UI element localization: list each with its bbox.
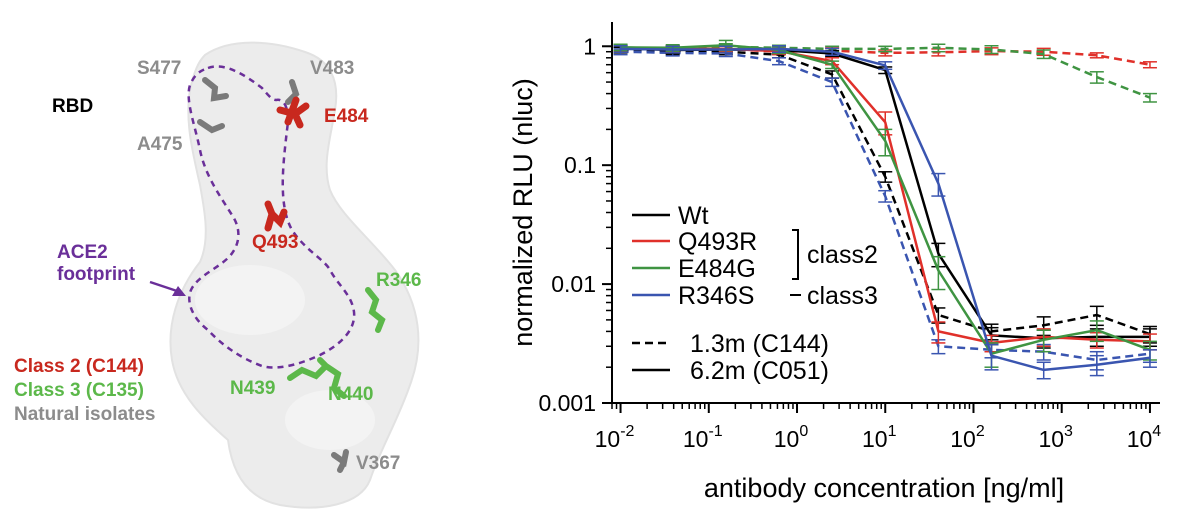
surface-highlight xyxy=(195,265,305,335)
legend-class2-label: class2 xyxy=(807,241,878,269)
residue-s477-sticks xyxy=(202,77,229,102)
legend-r346s-label: R346S xyxy=(678,282,754,310)
legend-natural: Natural isolates xyxy=(14,404,156,425)
x-tick-label: 101 xyxy=(862,423,897,452)
x-axis-label: antibody concentration [ng/ml] xyxy=(704,473,1064,503)
residue-e484-sticks xyxy=(276,96,310,129)
y-tick-label: 1 xyxy=(583,33,596,59)
residue-a475-sticks xyxy=(197,119,225,134)
legend-wt-label: Wt xyxy=(678,202,709,230)
label-v367: V367 xyxy=(356,453,401,474)
rbd-structure-panel: RBD S477 V483 E484 A475 Q493 R346 N439 N… xyxy=(0,0,470,517)
chart-axes: 1 0.1 0.01 0.001 10-2 10-1 100 101 102 103 104 anti… xyxy=(508,22,1161,503)
legend-q493r-label: Q493R xyxy=(678,228,757,256)
label-v483: V483 xyxy=(310,58,355,79)
y-tick-label: 0.001 xyxy=(538,390,596,416)
neutralization-chart: 1 0.1 0.01 0.001 10-2 10-1 100 101 102 103 104 anti… xyxy=(470,0,1200,517)
label-s477: S477 xyxy=(137,58,182,79)
label-q493: Q493 xyxy=(252,232,299,253)
rbd-surface xyxy=(169,41,420,509)
ace2-footprint-outline xyxy=(187,65,356,369)
ace2-label-line1: ACE2 xyxy=(57,242,108,263)
label-r346: R346 xyxy=(376,270,422,291)
residue-r346-sticks xyxy=(365,287,386,333)
rbd-title: RBD xyxy=(52,96,94,117)
legend-class3: Class 3 (C135) xyxy=(14,380,144,401)
residue-q493-sticks xyxy=(264,200,288,232)
legend-c051-label: 6.2m (C051) xyxy=(690,357,829,385)
legend-class3-label: class3 xyxy=(807,282,878,310)
label-a475: A475 xyxy=(137,134,183,155)
residue-v483-sticks xyxy=(285,79,300,105)
label-n440: N440 xyxy=(328,384,374,405)
residue-n439-n440-sticks xyxy=(287,357,347,399)
legend-e484g-label: E484G xyxy=(678,255,756,283)
class2-bracket xyxy=(792,229,799,280)
x-tick-label: 103 xyxy=(1038,423,1073,452)
residue-v367-sticks xyxy=(331,449,349,473)
legend-class2: Class 2 (C144) xyxy=(14,356,144,377)
x-tick-label: 10-2 xyxy=(595,423,635,452)
label-e484: E484 xyxy=(324,106,369,127)
series-r346s-c051 xyxy=(613,45,1157,380)
y-tick-label: 0.01 xyxy=(551,271,596,297)
x-tick-label: 100 xyxy=(774,423,809,452)
x-tick-label: 104 xyxy=(1127,423,1162,452)
y-axis-label: normalized RLU (nluc) xyxy=(508,78,538,347)
y-tick-label: 0.1 xyxy=(564,152,596,178)
legend-c144-label: 1.3m (C144) xyxy=(690,330,829,358)
surface-highlight xyxy=(285,390,375,450)
x-tick-label: 10-1 xyxy=(683,423,723,452)
ace2-arrow xyxy=(149,280,186,296)
label-n439: N439 xyxy=(230,378,276,399)
chart-svg: 1 0.1 0.01 0.001 10-2 10-1 100 101 102 103 104 anti… xyxy=(508,22,1161,503)
ace2-label-line2: footprint xyxy=(57,264,136,285)
x-tick-label: 102 xyxy=(950,423,985,452)
rbd-structure-figure xyxy=(149,41,420,509)
series-e484g-c051 xyxy=(613,39,1157,368)
chart-series xyxy=(613,39,1157,380)
